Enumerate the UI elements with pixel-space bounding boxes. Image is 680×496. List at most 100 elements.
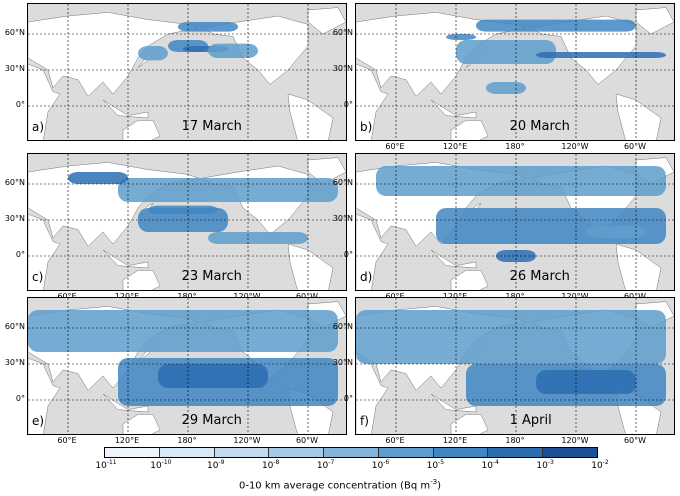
- plume-region: [208, 232, 308, 244]
- y-tick-label: 60°N: [4, 322, 25, 331]
- map-svg: [356, 4, 674, 140]
- landmass: [615, 243, 662, 290]
- x-tick-label: 120°E: [442, 436, 468, 445]
- colorbar-segment: [269, 448, 325, 457]
- y-tick-label: 60°N: [332, 322, 353, 331]
- plume-region: [148, 205, 218, 214]
- colorbar-tick-label: 10-4: [481, 459, 499, 471]
- plume-region: [138, 46, 168, 61]
- plume-region: [476, 19, 636, 32]
- panel-date: 26 March: [509, 269, 570, 284]
- colorbar-segment: [324, 448, 379, 457]
- landmass: [122, 270, 161, 290]
- y-tick-label: 30°N: [4, 214, 25, 223]
- colorbar-segment: [105, 448, 160, 457]
- map-svg: [28, 298, 346, 434]
- panel-label: e): [32, 414, 45, 428]
- x-tick-label: 60°W: [615, 292, 655, 301]
- plume-region: [586, 226, 646, 238]
- x-tick-label: 180°: [505, 436, 525, 445]
- colorbar-tick-label: 10-7: [316, 459, 335, 471]
- colorbar-segment: [214, 448, 270, 457]
- y-tick-label: 0°: [15, 394, 25, 403]
- x-tick-label: 120°W: [233, 436, 261, 445]
- panel-date: 29 March: [181, 413, 242, 428]
- panel-date: 17 March: [181, 119, 242, 134]
- plume-region: [486, 82, 526, 94]
- x-tick-label: 180°: [167, 292, 207, 301]
- x-tick-label: 60°W: [295, 436, 319, 445]
- colorbar-title-suffix: ): [437, 480, 442, 492]
- y-tick-label: 0°: [343, 100, 353, 109]
- colorbar-title-prefix: 0-10 km average concentration (Bq m: [238, 480, 431, 492]
- colorbar-segment: [378, 448, 434, 457]
- colorbar-tick-label: 10-6: [371, 459, 390, 471]
- colorbar-title-exp: -3: [430, 478, 438, 486]
- landmass: [530, 15, 637, 85]
- plume-region: [536, 370, 636, 394]
- panel-label: a): [32, 120, 45, 134]
- panel-label: f): [360, 414, 369, 428]
- y-tick-label: 0°: [15, 250, 25, 259]
- x-tick-label: 120°E: [442, 142, 468, 151]
- colorbar-segment: [433, 448, 489, 457]
- x-tick-label: 120°W: [561, 436, 589, 445]
- y-tick-label: 60°N: [4, 28, 25, 37]
- map-panel-4: d) 26 March: [355, 153, 675, 291]
- colorbar-tick-label: 10-3: [536, 459, 554, 471]
- x-tick-label: 120°W: [561, 142, 589, 151]
- landmass: [635, 7, 674, 35]
- x-tick-label: 120°E: [107, 292, 147, 301]
- x-tick-label: 60°E: [47, 292, 87, 301]
- map-panel-6: f) 1 April: [355, 297, 675, 435]
- landmass: [28, 12, 199, 97]
- landmass: [450, 270, 489, 290]
- colorbar-segment: [543, 448, 598, 457]
- landmass: [450, 120, 489, 140]
- y-tick-label: 30°N: [4, 358, 25, 367]
- colorbar: [104, 447, 598, 458]
- colorbar-tick-label: 10-2: [591, 459, 609, 471]
- x-tick-label: 60°E: [57, 436, 77, 445]
- x-tick-label: 120°E: [114, 436, 140, 445]
- plume-region: [208, 43, 258, 58]
- y-tick-label: 0°: [343, 394, 353, 403]
- panel-label: d): [360, 270, 373, 284]
- colorbar-tick-label: 10-9: [207, 459, 225, 471]
- plume-region: [536, 52, 666, 58]
- x-tick-label: 60°E: [385, 142, 405, 151]
- colorbar-tick-label: 10-11: [95, 459, 117, 471]
- x-tick-label: 180°: [505, 142, 525, 151]
- x-tick-label: 60°W: [287, 292, 327, 301]
- panel-date: 20 March: [509, 119, 570, 134]
- colorbar-tick-label: 10-8: [261, 459, 280, 471]
- x-tick-label: 60°W: [623, 436, 647, 445]
- colorbar-tick-label: 10-10: [150, 459, 172, 471]
- x-tick-label: 120°W: [227, 292, 267, 301]
- y-tick-label: 30°N: [332, 214, 353, 223]
- x-tick-label: 180°: [177, 436, 197, 445]
- map-panel-2: b) 20 March: [355, 3, 675, 141]
- x-tick-label: 60°E: [385, 436, 405, 445]
- landmass: [356, 213, 389, 290]
- landmass: [122, 120, 161, 140]
- y-tick-label: 60°N: [4, 178, 25, 187]
- plume-region: [446, 34, 476, 40]
- colorbar-segment: [488, 448, 544, 457]
- colorbar-tick-label: 10-5: [426, 459, 445, 471]
- colorbar-segment: [159, 448, 215, 457]
- plume-region: [28, 310, 338, 352]
- landmass: [287, 243, 334, 290]
- landmass: [28, 357, 61, 434]
- map-panel-3: c) 23 March: [27, 153, 347, 291]
- landmass: [102, 249, 149, 269]
- landmass: [615, 93, 662, 140]
- landmass: [356, 63, 389, 140]
- landmass: [430, 393, 477, 413]
- colorbar-title: 0-10 km average concentration (Bq m-3): [0, 478, 680, 491]
- plume-region: [118, 178, 338, 202]
- landmass: [356, 357, 389, 434]
- landmass: [450, 414, 489, 434]
- landmass: [28, 213, 61, 290]
- map-svg: [356, 154, 674, 290]
